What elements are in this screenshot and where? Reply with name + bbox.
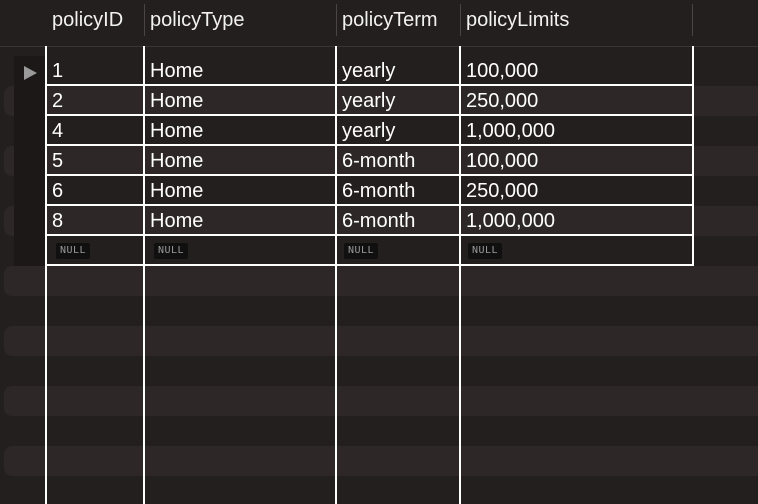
cell-policylimits[interactable]: 250,000 (466, 90, 539, 112)
column-resize-handle[interactable] (336, 4, 337, 36)
row-band (0, 476, 758, 504)
row-band-fill (4, 446, 758, 476)
row-selector[interactable] (14, 236, 46, 266)
null-badge-policylimits[interactable]: NULL (468, 243, 503, 259)
cell-policytype[interactable]: Home (150, 90, 204, 112)
table-row[interactable] (46, 146, 693, 176)
cell-policylimits[interactable]: 100,000 (466, 150, 539, 172)
column-header-policytype[interactable]: policyType (150, 9, 245, 31)
cell-policyterm[interactable]: 6-month (342, 210, 416, 232)
row-band (0, 266, 758, 296)
cell-policytype[interactable]: Home (150, 60, 204, 82)
grid-line-horizontal (46, 174, 693, 176)
cell-policylimits[interactable]: 250,000 (466, 180, 539, 202)
cell-policylimits[interactable]: 1,000,000 (466, 120, 555, 142)
row-band (0, 326, 758, 356)
grid-line-horizontal (46, 144, 693, 146)
row-band-fill (4, 386, 758, 416)
cell-policytype[interactable]: Home (150, 180, 204, 202)
cell-policyid[interactable]: 2 (52, 90, 64, 112)
grid-line-vertical (459, 46, 461, 504)
null-badge-policyterm[interactable]: NULL (344, 243, 379, 259)
grid-line-vertical (335, 46, 337, 504)
cell-policytype[interactable]: Home (150, 150, 204, 172)
table-row[interactable] (46, 176, 693, 206)
cell-policyid[interactable]: 5 (52, 150, 64, 172)
cell-policyid[interactable]: 1 (52, 60, 64, 82)
row-band (0, 296, 758, 326)
row-selector[interactable] (14, 86, 46, 116)
row-band (0, 446, 758, 476)
grid-line-horizontal (46, 84, 693, 86)
cell-policytype[interactable]: Home (150, 120, 204, 142)
table-row[interactable] (46, 116, 693, 146)
row-selector[interactable] (14, 146, 46, 176)
cell-policylimits[interactable]: 100,000 (466, 60, 539, 82)
row-selector[interactable] (14, 206, 46, 236)
grid-line-vertical (45, 46, 47, 504)
cell-policyterm[interactable]: yearly (342, 60, 396, 82)
table-row[interactable] (46, 206, 693, 236)
cell-policyid[interactable]: 8 (52, 210, 64, 232)
table-row[interactable] (46, 56, 693, 86)
row-band-fill (4, 266, 758, 296)
cell-policyid[interactable]: 4 (52, 120, 64, 142)
cell-policyid[interactable]: 6 (52, 180, 64, 202)
column-resize-handle[interactable] (144, 4, 145, 36)
cell-policytype[interactable]: Home (150, 210, 204, 232)
grid-line-horizontal (46, 234, 693, 236)
cell-policyterm[interactable]: yearly (342, 90, 396, 112)
grid-line-horizontal (46, 264, 693, 266)
null-badge-policyid[interactable]: NULL (56, 243, 91, 259)
column-header-policyterm[interactable]: policyTerm (342, 9, 438, 31)
column-resize-handle[interactable] (692, 4, 693, 36)
row-band (0, 356, 758, 386)
grid-line-vertical (143, 46, 145, 504)
row-band (0, 416, 758, 446)
grid-header: policyID policyType policyTerm policyLim… (0, 0, 758, 47)
row-selector[interactable] (14, 176, 46, 206)
cell-policyterm[interactable]: 6-month (342, 150, 416, 172)
column-resize-handle[interactable] (460, 4, 461, 36)
table-row[interactable] (46, 86, 693, 116)
grid-line-horizontal (46, 204, 693, 206)
grid-line-horizontal (46, 114, 693, 116)
cell-policylimits[interactable]: 1,000,000 (466, 210, 555, 232)
row-selector[interactable] (14, 116, 46, 146)
column-header-policyid[interactable]: policyID (52, 9, 124, 31)
row-band-fill (4, 326, 758, 356)
grid-line-vertical (692, 46, 694, 266)
current-row-arrow-icon (24, 66, 37, 80)
cell-policyterm[interactable]: yearly (342, 120, 396, 142)
cell-policyterm[interactable]: 6-month (342, 180, 416, 202)
row-band (0, 386, 758, 416)
column-header-policylimits[interactable]: policyLimits (466, 9, 570, 31)
row-band (0, 236, 758, 266)
null-badge-policytype[interactable]: NULL (154, 243, 189, 259)
